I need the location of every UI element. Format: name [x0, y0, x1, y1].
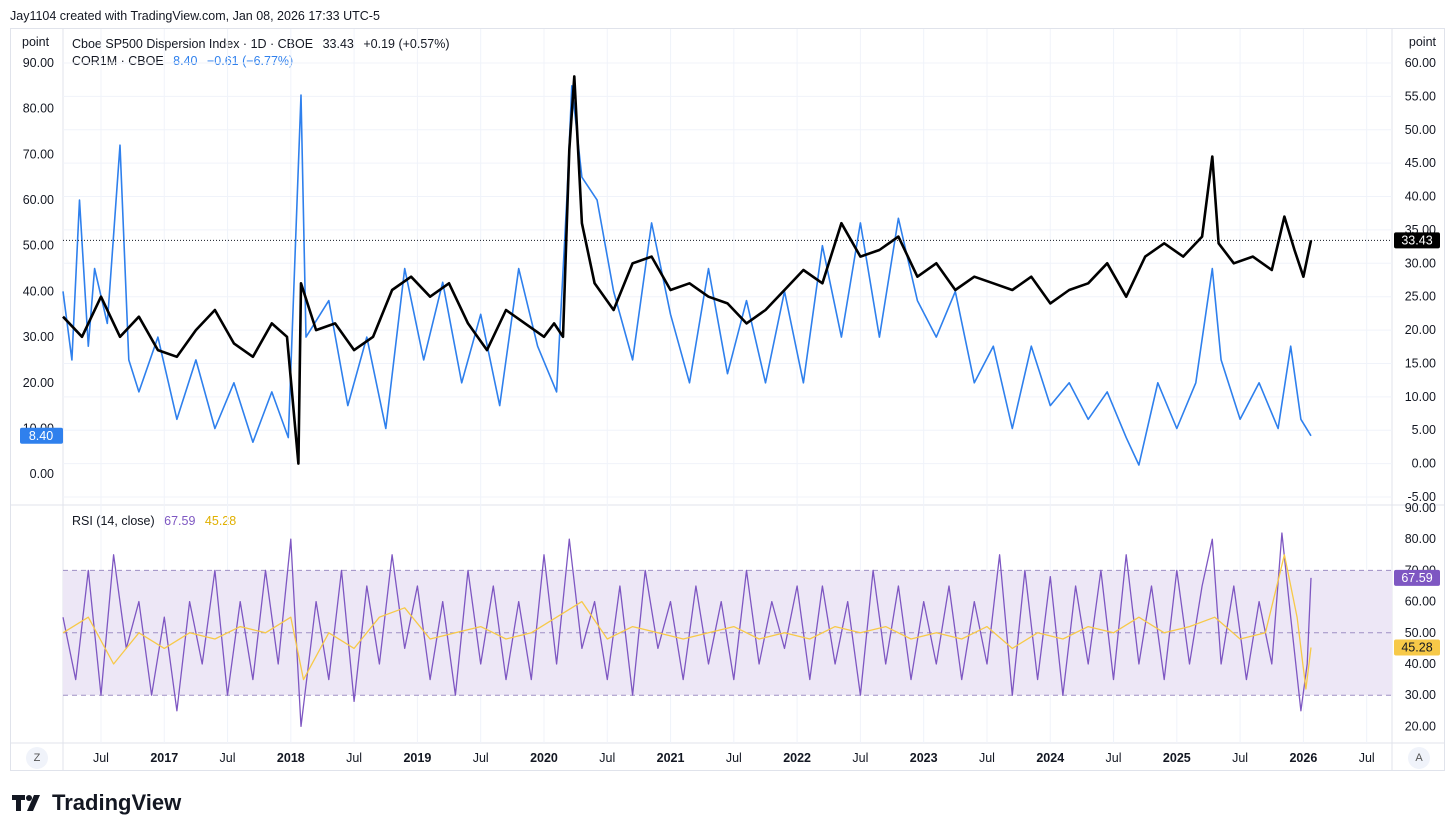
legend-rsi[interactable]: RSI (14, close) 67.59 45.28 [72, 514, 242, 528]
brand-name: TradingView [52, 790, 182, 815]
tradingview-logo-icon [12, 795, 40, 811]
legend-cor-value: 8.40 [173, 54, 198, 68]
attribution-header: Jay1104 created with TradingView.com, Ja… [10, 9, 380, 23]
legend-main-name: Cboe SP500 Dispersion Index · 1D · CBOE [72, 37, 314, 51]
legend-rsi-ma-value: 45.28 [204, 514, 237, 528]
legend-main[interactable]: Cboe SP500 Dispersion Index · 1D · CBOE … [72, 37, 456, 51]
left-axis-unit[interactable]: point [16, 33, 56, 51]
right-axis-unit[interactable]: point [1402, 33, 1442, 51]
tradingview-logo[interactable]: TradingView [12, 790, 181, 816]
legend-main-change: +0.19 (+0.57%) [363, 37, 450, 51]
legend-cor-name: COR1M · CBOE [72, 54, 164, 68]
auto-scale-button[interactable]: A [1408, 747, 1430, 769]
legend-main-value: 33.43 [322, 37, 354, 51]
legend-rsi-value: 67.59 [164, 514, 196, 528]
chart-frame [10, 28, 1445, 771]
legend-cor1m[interactable]: COR1M · CBOE 8.40 −0.61 (−6.77%) [72, 54, 299, 68]
zoom-button[interactable]: Z [26, 747, 48, 769]
legend-rsi-name: RSI (14, close) [72, 514, 155, 528]
legend-cor-change: −0.61 (−6.77%) [207, 54, 294, 68]
